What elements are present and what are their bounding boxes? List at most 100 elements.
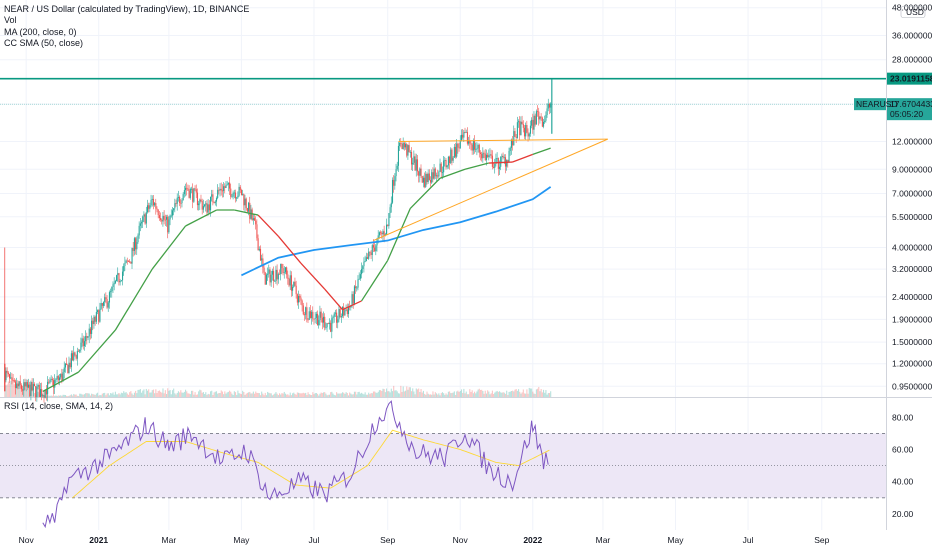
volume-bar [119, 394, 121, 397]
currency-label: USD [906, 7, 924, 17]
candle-body [93, 316, 95, 325]
candle-body [420, 168, 422, 177]
volume-bar [141, 392, 143, 397]
candle-body [25, 382, 27, 387]
volume-bar [104, 392, 106, 397]
volume-bar [55, 395, 57, 397]
candle-body [340, 316, 342, 318]
volume-bar [547, 393, 549, 397]
volume-bar [225, 393, 227, 397]
vol-legend[interactable]: Vol [4, 15, 17, 26]
candle-body [519, 121, 521, 136]
volume-bar [440, 393, 442, 397]
volume-bar [482, 390, 484, 397]
candle-body [28, 384, 30, 388]
volume-bar [170, 394, 172, 397]
volume-bar [196, 394, 199, 397]
volume-bar [384, 392, 386, 397]
volume-bar [346, 393, 348, 397]
sma-50-segment [234, 209, 259, 216]
candle-body [99, 308, 101, 322]
volume-bar [62, 394, 64, 397]
price-badge [887, 98, 932, 121]
candle-body [119, 280, 121, 283]
volume-bar [350, 393, 352, 397]
sma-50-segment [78, 329, 116, 373]
candle-body [409, 151, 411, 153]
candle-body [330, 322, 332, 332]
volume-bar [143, 389, 145, 397]
candle-body [62, 372, 64, 382]
candle-body [79, 349, 81, 352]
volume-bar [331, 391, 333, 397]
time-tick-label: 2022 [523, 535, 542, 545]
symbol-title[interactable]: NEAR / US Dollar (calculated by TradingV… [4, 4, 250, 14]
price-tick-label: 9.00000000 [892, 164, 932, 174]
volume-bar [165, 394, 168, 397]
candle-body [217, 189, 219, 199]
candle-body [309, 311, 311, 318]
candle-body [451, 149, 453, 161]
volume-bar [298, 392, 300, 397]
candle-body [198, 203, 200, 206]
volume-bar [419, 391, 421, 397]
volume-bar [106, 393, 108, 397]
volume-bar [18, 385, 20, 397]
candle-body [152, 198, 155, 206]
volume-bar [303, 393, 306, 397]
volume-bar [493, 393, 495, 397]
sma-50-segment [488, 161, 513, 164]
candle-body [426, 173, 428, 183]
candle-body [146, 205, 149, 213]
volume-bar [72, 395, 74, 397]
sma-50-segment [532, 147, 551, 156]
candle-body [68, 362, 70, 374]
volume-bar [74, 394, 76, 397]
volume-bar [274, 393, 276, 397]
volume-bar [227, 391, 229, 397]
rsi-legend[interactable]: RSI (14, close, SMA, 14, 2) [4, 401, 114, 411]
volume-bar [192, 390, 194, 397]
volume-bar [224, 391, 226, 397]
volume-bar [218, 393, 220, 397]
volume-bar [176, 392, 178, 397]
candle-body [202, 206, 204, 210]
volume-bar [242, 390, 244, 397]
volume-bar [125, 392, 127, 397]
candle-body [42, 395, 44, 397]
volume-bar [496, 390, 498, 397]
time-tick-label: Mar [596, 535, 611, 545]
volume-bar [447, 391, 449, 397]
volume-bar [181, 392, 183, 397]
candle-body [313, 318, 315, 320]
candle-body [302, 305, 304, 315]
candle-body [289, 275, 291, 286]
volume-bar [83, 394, 86, 397]
volume-bar [167, 388, 169, 397]
volume-bar [472, 393, 474, 397]
volume-bar [306, 395, 308, 397]
candle-body [305, 307, 307, 315]
volume-bar [102, 393, 105, 397]
candle-body [111, 287, 113, 292]
volume-bar [194, 392, 196, 397]
volume-bar [415, 388, 417, 397]
candle-body [234, 192, 237, 199]
volume-bar [13, 384, 15, 397]
sma-50-segment [439, 168, 466, 179]
volume-bar [471, 390, 473, 397]
candle-body [149, 205, 151, 209]
volume-bar [519, 391, 521, 397]
volume-bar [221, 391, 223, 397]
candle-body [212, 194, 214, 203]
ma-legend[interactable]: MA (200, close, 0) [4, 26, 77, 37]
sma-50-segment [185, 209, 217, 227]
candle-body [452, 157, 454, 161]
volume-bar [238, 393, 240, 397]
candle-body [33, 384, 36, 387]
volume-bar [388, 391, 390, 397]
volume-bar [63, 394, 65, 397]
sma-legend[interactable]: CC SMA (50, close) [4, 37, 84, 48]
